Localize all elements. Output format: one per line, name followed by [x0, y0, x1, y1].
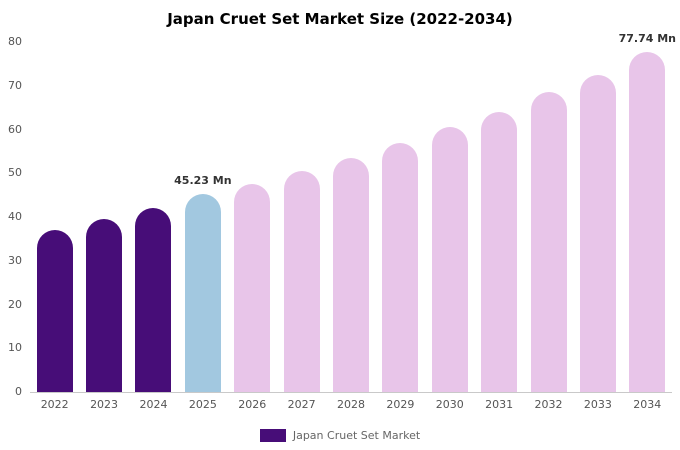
x-tick-label: 2033: [583, 398, 612, 411]
bar-2030: [431, 127, 468, 392]
x-tick-label: 2026: [238, 398, 267, 411]
legend-swatch: [259, 429, 286, 442]
x-tick-label: 2032: [534, 398, 563, 411]
x-tick-label: 2030: [435, 398, 464, 411]
plot-area: 0 10 20 30 40 50 60 70 80 2022 2023 2024 2025 2026 202…: [8, 32, 676, 411]
y-tick-label: 30: [8, 253, 22, 267]
y-tick-label: 50: [8, 166, 22, 180]
bar-2027: [283, 171, 320, 392]
bar-value-label: 45.23 Mn: [174, 174, 232, 188]
x-tick-label: 2031: [485, 398, 514, 411]
y-tick-label: 20: [8, 297, 22, 311]
x-tick-label: 2025: [188, 398, 217, 411]
x-tick-label: 2029: [386, 398, 415, 411]
x-tick-label: 2034: [633, 398, 662, 411]
bar-2028: [333, 157, 369, 392]
y-tick-label: 0: [15, 385, 22, 398]
bar-2022: [36, 230, 73, 392]
bar-2032: [530, 92, 567, 392]
x-tick-label: 2028: [337, 398, 365, 411]
bar-2023: [86, 219, 123, 392]
y-tick-label: 60: [8, 122, 22, 136]
x-tick-label: 2027: [287, 398, 316, 411]
y-tick-label: 70: [8, 78, 22, 92]
chart-title: Japan Cruet Set Market Size (2022-2034): [167, 10, 513, 28]
bar-2034: [629, 51, 666, 392]
bar-value-label: 77.74 Mn: [618, 31, 676, 45]
legend: Japan Cruet Set Market: [0, 429, 680, 442]
x-tick-label: 2022: [40, 398, 69, 411]
y-tick-label: 10: [8, 341, 22, 355]
legend-label: Japan Cruet Set Market: [292, 429, 421, 442]
y-tick-label: 40: [8, 210, 22, 223]
bar-2031: [481, 112, 518, 392]
x-tick-label: 2024: [139, 398, 168, 411]
y-tick-label: 80: [8, 35, 22, 48]
x-tick-label: 2023: [90, 398, 119, 411]
bar-2029: [382, 142, 419, 392]
bar-2025: [184, 194, 221, 392]
bar-2024: [135, 208, 172, 392]
bar-2033: [579, 74, 616, 392]
bar-2026: [234, 184, 271, 392]
